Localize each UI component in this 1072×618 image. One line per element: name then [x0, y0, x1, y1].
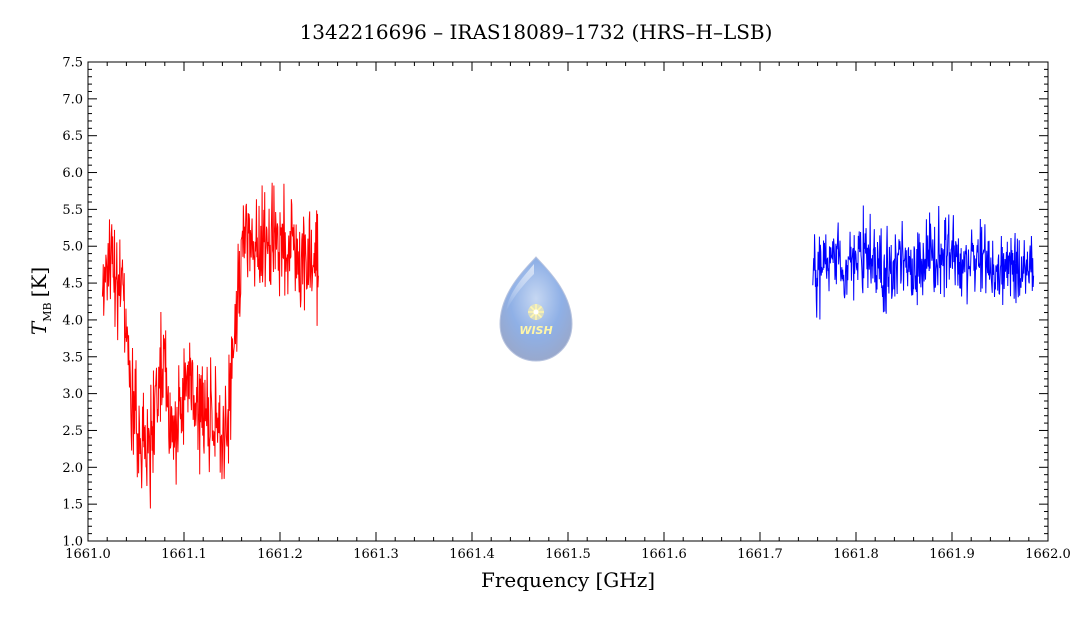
- x-tick-label: 1661.3: [353, 547, 399, 562]
- y-axis-label-symbol: T: [27, 320, 51, 335]
- chart-title: 1342216696 – IRAS18089–1732 (HRS–H–LSB): [300, 20, 773, 44]
- wish-logo: WISH: [499, 256, 573, 362]
- y-tick-label: 5.5: [62, 203, 83, 218]
- y-tick-label: 6.0: [62, 166, 83, 181]
- spectrum-series-blue: [812, 205, 1035, 320]
- y-tick-label: 2.0: [62, 461, 83, 476]
- x-tick-label: 1661.2: [257, 547, 303, 562]
- x-tick-label: 1662.0: [1025, 547, 1071, 562]
- y-tick-label: 4.5: [62, 277, 83, 292]
- y-tick-label: 6.5: [62, 129, 83, 144]
- x-axis-label: Frequency [GHz]: [481, 568, 655, 592]
- series-layer: [101, 182, 1035, 509]
- wish-logo-text: WISH: [519, 324, 552, 337]
- x-tick-label: 1661.0: [65, 547, 111, 562]
- y-tick-label: 4.0: [62, 313, 83, 328]
- svg-text:TMB[K]: TMB [K]: [27, 267, 54, 335]
- y-tick-label: 3.5: [62, 350, 83, 365]
- y-tick-label: 7.0: [62, 92, 83, 107]
- x-tick-label: 1661.9: [929, 547, 975, 562]
- x-tick-label: 1661.8: [833, 547, 879, 562]
- x-tick-label: 1661.1: [161, 547, 207, 562]
- x-tick-label: 1661.4: [449, 547, 495, 562]
- y-axis-label-unit: [K]: [27, 267, 51, 298]
- x-tick-label: 1661.6: [641, 547, 687, 562]
- y-tick-label: 7.5: [62, 56, 83, 71]
- y-tick-label: 5.0: [62, 240, 83, 255]
- axis-ticks: 1661.0 1661.1 1661.2 1661.3 1661.4 1661.5 1661…: [62, 56, 1070, 563]
- y-tick-label: 3.0: [62, 387, 83, 402]
- y-tick-label: 1.5: [62, 498, 83, 513]
- y-tick-label: 1.0: [62, 535, 83, 550]
- x-tick-label: 1661.5: [545, 547, 591, 562]
- spectrum-series-red: [101, 182, 319, 509]
- y-tick-label: 2.5: [62, 424, 83, 439]
- star-icon: [528, 304, 544, 320]
- x-tick-label: 1661.7: [737, 547, 783, 562]
- y-axis-label-subscript: MB: [41, 302, 54, 321]
- y-axis-label: TMB [K]: [27, 267, 54, 335]
